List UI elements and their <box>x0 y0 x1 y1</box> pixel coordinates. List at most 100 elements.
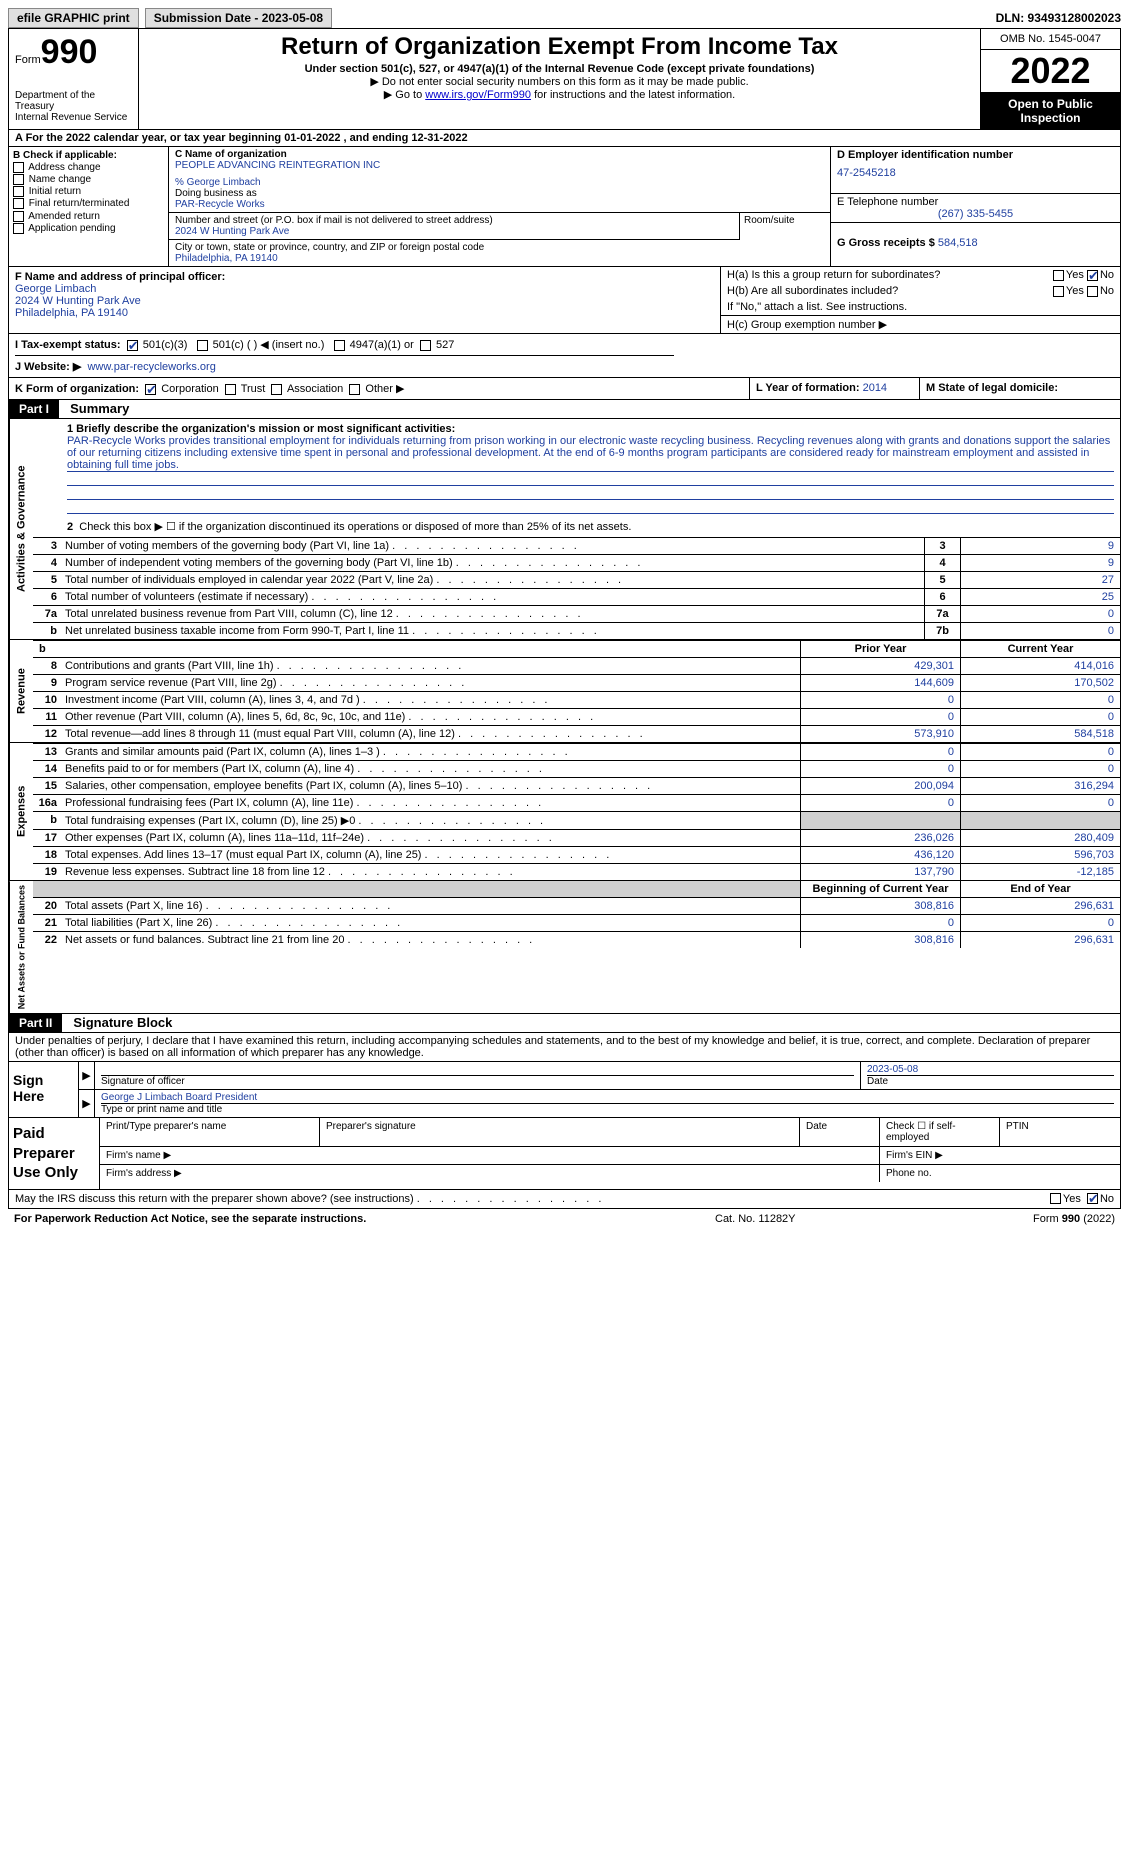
nafb-col-headers: Beginning of Current Year End of Year <box>33 881 1120 897</box>
i-label: I Tax-exempt status: <box>15 339 121 351</box>
exp-line-16a: 16aProfessional fundraising fees (Part I… <box>33 794 1120 811</box>
exp-line-19: 19Revenue less expenses. Subtract line 1… <box>33 863 1120 880</box>
cb-name: Name change <box>13 174 164 185</box>
part-ii-title: Signature Block <box>65 1015 172 1030</box>
vert-revenue: Revenue <box>9 640 33 742</box>
l-value: 2014 <box>863 382 887 394</box>
nafb-section: Net Assets or Fund Balances Beginning of… <box>9 880 1120 1013</box>
prep-name-label: Print/Type preparer's name <box>100 1118 320 1146</box>
section-bcd: B Check if applicable: Address change Na… <box>9 146 1120 266</box>
form-container: Form990 Department of the Treasury Inter… <box>8 28 1121 1209</box>
prep-check-label: Check ☐ if self-employed <box>880 1118 1000 1146</box>
nafb-line-21: 21Total liabilities (Part X, line 26) 00 <box>33 914 1120 931</box>
exp-line-17: 17Other expenses (Part IX, column (A), l… <box>33 829 1120 846</box>
ha-row: H(a) Is this a group return for subordin… <box>721 267 1120 283</box>
firm-addr-label: Firm's address ▶ <box>100 1165 880 1182</box>
opt-501c3: 501(c)(3) <box>143 339 188 351</box>
cb-initial: Initial return <box>13 186 164 197</box>
sig-date-label: Date <box>867 1075 1114 1087</box>
row-a-calendar: A For the 2022 calendar year, or tax yea… <box>9 129 1120 146</box>
part-ii-badge: Part II <box>9 1014 62 1032</box>
section-fh: F Name and address of principal officer:… <box>9 266 1120 333</box>
nafb-line-22: 22Net assets or fund balances. Subtract … <box>33 931 1120 948</box>
sig-arrow-2: ▶ <box>79 1090 95 1117</box>
city-label: City or town, state or province, country… <box>175 242 824 253</box>
sig-arrow-1: ▶ <box>79 1062 95 1089</box>
officer-addr2: Philadelphia, PA 19140 <box>15 307 714 319</box>
sig-name-value: George J Limbach Board President <box>101 1092 1114 1103</box>
m-label: M State of legal domicile: <box>926 382 1058 394</box>
form-subtitle: Under section 501(c), 527, or 4947(a)(1)… <box>145 63 974 75</box>
efile-button[interactable]: efile GRAPHIC print <box>8 8 139 28</box>
omb-number: OMB No. 1545-0047 <box>981 29 1120 50</box>
prior-year-header: Prior Year <box>800 641 960 657</box>
officer-addr1: 2024 W Hunting Park Ave <box>15 295 714 307</box>
k-label: K Form of organization: <box>15 383 139 395</box>
submission-button[interactable]: Submission Date - 2023-05-08 <box>145 8 332 28</box>
org-name: PEOPLE ADVANCING REINTEGRATION INC <box>175 160 824 171</box>
perjury-declaration: Under penalties of perjury, I declare th… <box>9 1033 1120 1061</box>
form-word: Form <box>15 54 41 66</box>
header-left: Form990 Department of the Treasury Inter… <box>9 29 139 129</box>
opt-4947: 4947(a)(1) or <box>350 339 414 351</box>
rev-line-10: 10Investment income (Part VIII, column (… <box>33 691 1120 708</box>
column-c: C Name of organization PEOPLE ADVANCING … <box>169 147 830 266</box>
row-i: I Tax-exempt status: 501(c)(3) 501(c) ( … <box>9 333 1120 377</box>
footer-form: Form 990 (2022) <box>915 1213 1115 1225</box>
cb-final: Final return/terminated <box>13 198 164 209</box>
current-year-header: Current Year <box>960 641 1120 657</box>
tax-year: 2022 <box>981 50 1120 93</box>
sig-officer-label: Signature of officer <box>101 1075 854 1087</box>
revenue-section: Revenue b Prior Year Current Year 8Contr… <box>9 639 1120 742</box>
form-header: Form990 Department of the Treasury Inter… <box>9 29 1120 129</box>
k-other: Other ▶ <box>365 383 404 395</box>
officer-name: George Limbach <box>15 283 714 295</box>
gov-line-7a: 7aTotal unrelated business revenue from … <box>33 605 1120 622</box>
opt-527: 527 <box>436 339 454 351</box>
f-label: F Name and address of principal officer: <box>15 271 225 283</box>
k-trust: Trust <box>241 383 266 395</box>
signature-block: Under penalties of perjury, I declare th… <box>9 1032 1120 1208</box>
prep-date-label: Date <box>800 1118 880 1146</box>
tel-value: (267) 335-5455 <box>837 208 1114 220</box>
activities-governance: Activities & Governance 1 Briefly descri… <box>9 418 1120 639</box>
exp-line-b: bTotal fundraising expenses (Part IX, co… <box>33 811 1120 829</box>
begin-year-header: Beginning of Current Year <box>800 881 960 897</box>
gov-line-5: 5Total number of individuals employed in… <box>33 571 1120 588</box>
exp-line-18: 18Total expenses. Add lines 13–17 (must … <box>33 846 1120 863</box>
footer-left: For Paperwork Reduction Act Notice, see … <box>14 1213 366 1225</box>
section-f: F Name and address of principal officer:… <box>9 267 720 333</box>
sig-name-label: Type or print name and title <box>101 1103 1114 1115</box>
nafb-line-20: 20Total assets (Part X, line 16) 308,816… <box>33 897 1120 914</box>
vert-nafb: Net Assets or Fund Balances <box>9 881 33 1013</box>
hc-row: H(c) Group exemption number ▶ <box>721 315 1120 333</box>
preparer-section: Paid Preparer Use Only Print/Type prepar… <box>9 1117 1120 1189</box>
website-url: www.par-recycleworks.org <box>87 361 215 373</box>
opt-501c: 501(c) ( ) ◀ (insert no.) <box>213 339 325 351</box>
page-footer: For Paperwork Reduction Act Notice, see … <box>8 1209 1121 1229</box>
sign-here-row: Sign Here ▶ Signature of officer 2023-05… <box>9 1061 1120 1117</box>
goto-prefix: ▶ Go to <box>384 89 425 101</box>
k-corp: Corporation <box>161 383 218 395</box>
row-k: K Form of organization: Corporation Trus… <box>9 377 1120 399</box>
irs-link[interactable]: www.irs.gov/Form990 <box>425 89 531 101</box>
column-d: D Employer identification number 47-2545… <box>830 147 1120 266</box>
dba-value: PAR-Recycle Works <box>175 199 824 210</box>
form-title: Return of Organization Exempt From Incom… <box>145 33 974 61</box>
section-h: H(a) Is this a group return for subordin… <box>720 267 1120 333</box>
gov-line-6: 6Total number of volunteers (estimate if… <box>33 588 1120 605</box>
firm-ein-label: Firm's EIN ▶ <box>880 1147 1120 1164</box>
rev-col-headers: b Prior Year Current Year <box>33 640 1120 657</box>
ptin-label: PTIN <box>1000 1118 1120 1146</box>
gross-label: G Gross receipts $ <box>837 237 935 249</box>
city-value: Philadelphia, PA 19140 <box>175 253 824 264</box>
rev-line-9: 9Program service revenue (Part VIII, lin… <box>33 674 1120 691</box>
header-middle: Return of Organization Exempt From Incom… <box>139 29 980 129</box>
c-name-label: C Name of organization <box>175 149 824 160</box>
discuss-row: May the IRS discuss this return with the… <box>9 1189 1120 1208</box>
line1-label: 1 Briefly describe the organization's mi… <box>67 423 455 435</box>
header-right: OMB No. 1545-0047 2022 Open to Public In… <box>980 29 1120 129</box>
exp-line-13: 13Grants and similar amounts paid (Part … <box>33 743 1120 760</box>
ssn-note: ▶ Do not enter social security numbers o… <box>145 75 974 88</box>
irs-label: Internal Revenue Service <box>15 112 132 123</box>
